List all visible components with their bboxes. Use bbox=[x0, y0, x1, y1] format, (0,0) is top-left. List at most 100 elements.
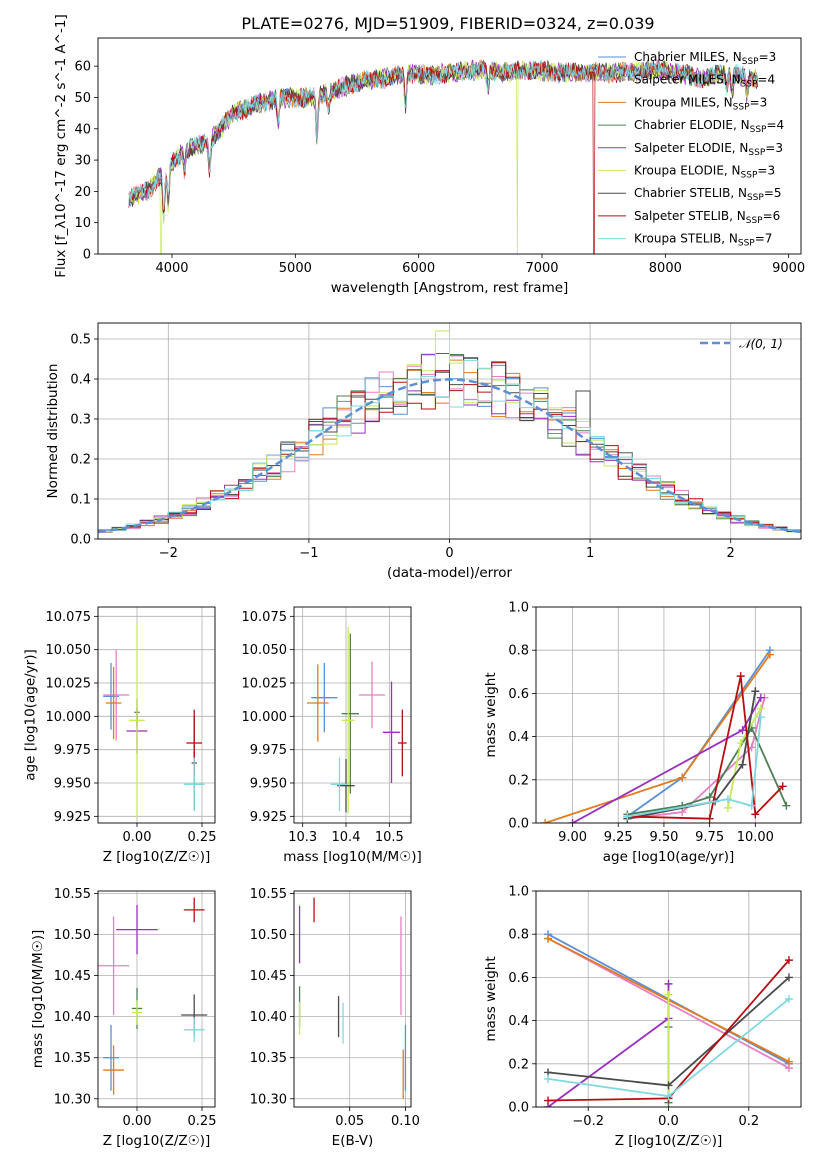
axes-frame bbox=[97, 606, 216, 824]
y-tick-label: 10.075 bbox=[46, 610, 92, 625]
weight-marker bbox=[705, 793, 714, 802]
y-tick-label: 0 bbox=[83, 248, 91, 263]
y-tick-label: 20 bbox=[74, 185, 91, 200]
x-axis-label: age [log10(age/yr)] bbox=[603, 849, 735, 865]
x-tick: 0 bbox=[445, 539, 454, 561]
axes-frame bbox=[535, 890, 802, 1108]
legend-label: 𝒩(0, 1) bbox=[739, 337, 783, 351]
legend-label: Chabrier MILES, NSSP=3 bbox=[634, 50, 776, 67]
weight-marker bbox=[544, 934, 553, 943]
weight-marker bbox=[751, 810, 760, 819]
x-tick: 4000 bbox=[155, 254, 189, 276]
plot-area bbox=[544, 930, 793, 1107]
x-tick: 10.3 bbox=[288, 823, 317, 845]
legend-entry-salpeter-elodie: Salpeter ELODIE, NSSP=3 bbox=[598, 141, 783, 158]
y-tick-label: 10.000 bbox=[242, 710, 288, 725]
errorbar-kroupa-stelib bbox=[330, 757, 349, 811]
weight-line bbox=[627, 717, 762, 818]
y-axis-label: Flux [f_λ10^-17 erg cm^-2 s^-1 A^-1] bbox=[53, 14, 69, 277]
y-tick-label: 9.925 bbox=[54, 810, 91, 825]
histogram-salpeter-stelib bbox=[98, 362, 801, 532]
y-tick: 0.6 bbox=[508, 687, 536, 702]
weight-marker bbox=[544, 1096, 553, 1105]
legend-label: Salpeter ELODIE, NSSP=3 bbox=[634, 141, 783, 158]
errorbar-kroupa-stelib bbox=[183, 757, 205, 811]
x-tick: 10.5 bbox=[375, 823, 404, 845]
axes-frame bbox=[293, 890, 412, 1108]
y-tick: 0.1 bbox=[70, 493, 98, 508]
plot-area bbox=[541, 646, 791, 823]
x-tick-label: 0 bbox=[445, 546, 453, 561]
y-tick: 10.050 bbox=[46, 643, 98, 658]
weight-marker bbox=[756, 693, 765, 702]
weight-series-salpeter-elodie bbox=[544, 979, 673, 1107]
x-axis-label: Z [log10(Z/Z☉)] bbox=[103, 849, 211, 865]
weight-marker bbox=[784, 956, 793, 965]
legend-subscript: SSP bbox=[750, 125, 767, 135]
y-tick-label: 0.8 bbox=[508, 644, 529, 659]
errorbar-salpeter-elodie bbox=[382, 681, 401, 783]
y-tick-label: 1.0 bbox=[508, 601, 529, 616]
y-tick: 20 bbox=[74, 185, 98, 200]
x-tick-label: 10.00 bbox=[737, 830, 774, 845]
spectrum-line-kroupa-stelib bbox=[128, 59, 759, 210]
weight-marker bbox=[705, 814, 714, 823]
weight-marker bbox=[782, 801, 791, 810]
legend-count: =3 bbox=[759, 50, 777, 64]
plot-area bbox=[307, 627, 407, 814]
legend-subscript: SSP bbox=[742, 57, 759, 67]
spectrum-line-salpeter-stelib bbox=[128, 59, 759, 254]
weight-marker bbox=[765, 650, 774, 659]
y-tick: 10.35 bbox=[250, 1051, 294, 1066]
x-axis-label: E(B-V) bbox=[332, 1133, 374, 1149]
axes-frame bbox=[293, 606, 412, 824]
weight-marker bbox=[664, 1081, 673, 1090]
x-axis-label: wavelength [Angstrom, rest frame] bbox=[331, 280, 569, 296]
x-tick-label: 1 bbox=[586, 546, 594, 561]
legend-label: Kroupa STELIB, NSSP=7 bbox=[634, 232, 772, 249]
x-tick-label: 0.25 bbox=[188, 830, 217, 845]
legend-entry-chabrier-miles: Chabrier MILES, NSSP=3 bbox=[598, 50, 776, 67]
y-tick: 0.0 bbox=[508, 817, 536, 832]
y-tick-label: 10.30 bbox=[250, 1092, 287, 1107]
histogram-kroupa-stelib bbox=[98, 359, 801, 532]
panel-age-vs-z: 0.00 0.25 9.925 9.950 9.975 10.000 10.025 10.05… bbox=[22, 606, 217, 865]
y-tick: 0 bbox=[83, 248, 98, 263]
y-tick-label: 9.950 bbox=[54, 777, 91, 792]
weight-marker bbox=[784, 1057, 793, 1066]
errorbar-kroupa-miles bbox=[103, 1045, 124, 1095]
y-axis-label: mass weight bbox=[483, 956, 499, 1041]
x-tick-label: 5000 bbox=[279, 261, 312, 276]
weight-line bbox=[544, 653, 771, 823]
weight-series-kroupa-elodie bbox=[723, 704, 765, 812]
weight-marker bbox=[778, 782, 787, 791]
legend-count: =4 bbox=[766, 118, 784, 132]
x-axis-label: Z [log10(Z/Z☉)] bbox=[103, 1133, 211, 1149]
errorbar-chabrier-stelib bbox=[337, 759, 355, 813]
y-tick-label: 0.2 bbox=[508, 1057, 529, 1072]
errorbar-salpeter-stelib bbox=[183, 897, 205, 923]
y-tick-label: 1.0 bbox=[508, 885, 529, 900]
x-tick: 0.00 bbox=[123, 1107, 151, 1129]
errorbar-salpeter-miles bbox=[359, 661, 385, 729]
y-tick: 0.0 bbox=[70, 533, 98, 548]
x-tick: 0.00 bbox=[123, 823, 151, 845]
y-tick-label: 0.4 bbox=[70, 373, 91, 388]
y-tick: 9.950 bbox=[250, 777, 294, 792]
errorbar-kroupa-miles bbox=[105, 667, 122, 739]
panel-spectrum: 4000 5000 6000 7000 8000 9000 0 10 20 30 40 50 60 wav… bbox=[53, 14, 805, 296]
weight-line bbox=[627, 691, 757, 820]
weight-marker bbox=[736, 739, 745, 748]
x-tick: −2 bbox=[159, 539, 178, 561]
x-tick: −0.2 bbox=[572, 1107, 604, 1129]
y-tick-label: 9.975 bbox=[54, 743, 91, 758]
x-tick-label: 9.25 bbox=[604, 830, 633, 845]
legend-entry-kroupa-miles: Kroupa MILES, NSSP=3 bbox=[598, 95, 767, 112]
errorbar-kroupa-elodie bbox=[131, 1000, 143, 1025]
errorbar-kroupa-elodie bbox=[341, 627, 355, 814]
weight-marker bbox=[723, 803, 732, 812]
y-tick-label: 9.975 bbox=[250, 743, 287, 758]
weight-marker bbox=[623, 812, 632, 821]
y-tick: 10.35 bbox=[54, 1051, 98, 1066]
y-tick: 0.8 bbox=[508, 928, 536, 943]
